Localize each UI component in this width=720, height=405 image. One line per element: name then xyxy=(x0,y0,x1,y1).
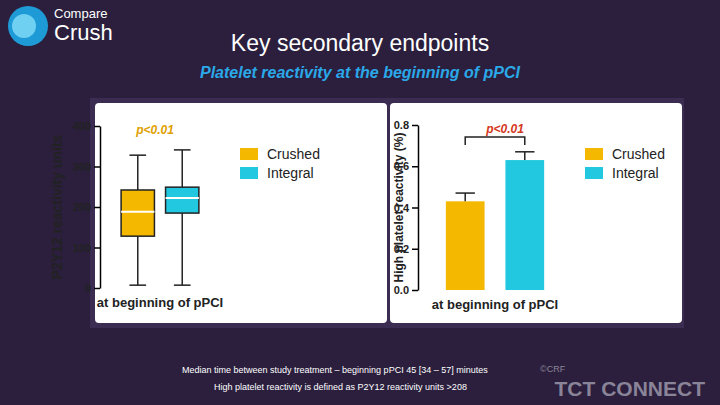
error-cap xyxy=(515,151,534,153)
legend-swatch xyxy=(240,148,258,160)
legend-label: Integral xyxy=(612,165,659,181)
whisker-cap xyxy=(129,284,146,286)
tick: at beginning of pPCI xyxy=(97,288,223,310)
footnote: High platelet reactivity is defined as P… xyxy=(214,382,467,392)
tick: 0.0 xyxy=(394,284,418,296)
y-axis: 0 100 200 300 400 xyxy=(73,120,101,294)
watermark: TCT CONNECT xyxy=(555,377,706,400)
tick-label: 0.8 xyxy=(394,119,409,131)
tick: 300 xyxy=(73,161,100,173)
marks xyxy=(121,150,199,285)
logo-icon xyxy=(8,6,48,46)
bar xyxy=(505,160,544,290)
annotation: p<0.01 xyxy=(485,122,524,136)
whisker xyxy=(181,150,183,285)
tick-mark xyxy=(94,126,100,128)
legend-label: Crushed xyxy=(267,146,320,162)
chart: 0.00.20.40.60.8at beginning of pPCIHigh … xyxy=(390,103,682,323)
tick-mark xyxy=(94,166,100,168)
tick-mark xyxy=(412,125,418,127)
error-bar xyxy=(524,152,526,160)
copyright: ©CRF xyxy=(540,364,566,374)
tick-mark xyxy=(412,166,418,168)
axis-line xyxy=(426,290,566,291)
error-bar xyxy=(464,193,466,201)
tick-label: 200 xyxy=(73,201,91,213)
bracket xyxy=(465,137,525,145)
median xyxy=(121,211,154,213)
marks xyxy=(446,152,544,290)
box xyxy=(166,187,199,213)
tick-label: at beginning of pPCI xyxy=(97,295,223,310)
tick-mark xyxy=(94,247,100,249)
error-cap xyxy=(456,192,475,194)
whisker-cap xyxy=(174,149,191,151)
slide: CompareCrush Key secondary endpoints Plate… xyxy=(0,0,720,405)
x-axis: at beginning of pPCI xyxy=(97,288,223,310)
logo-icon-inner xyxy=(12,14,36,38)
chart: 0 100 200 300 400 at beginning of pPCI P2Y12 r… xyxy=(49,103,387,323)
tick-label: 0.0 xyxy=(394,284,409,296)
median xyxy=(166,197,199,199)
whisker-cap xyxy=(129,154,146,156)
logo-text: Crush xyxy=(54,20,113,45)
tick-label: at beginning of pPCI xyxy=(432,297,558,312)
tick-label: 400 xyxy=(73,120,91,132)
footnote: Median time between study treatment – be… xyxy=(182,365,488,375)
legend-swatch xyxy=(585,148,603,160)
tick-mark xyxy=(412,249,418,251)
axis-title: P2Y12 reactivity units xyxy=(49,134,65,279)
tick-mark xyxy=(94,207,100,209)
chart-background xyxy=(390,103,682,323)
legend: Crushed Integral xyxy=(240,146,320,181)
tick: 0.8 xyxy=(394,119,418,131)
box xyxy=(121,190,154,236)
tick-label: 100 xyxy=(73,242,91,254)
tick-mark xyxy=(412,290,418,292)
x-axis: at beginning of pPCI xyxy=(426,290,566,312)
logo-text: Compare xyxy=(54,6,107,21)
tick: at beginning of pPCI xyxy=(432,290,558,312)
chart-background xyxy=(95,103,387,323)
tick-label: 0 xyxy=(85,282,91,294)
axis-title: High platelet reactivity (%) xyxy=(392,132,406,282)
legend: Crushed Integral xyxy=(585,146,665,181)
tick-mark xyxy=(412,207,418,209)
tick: 100 xyxy=(73,242,100,254)
legend-swatch xyxy=(585,167,603,179)
panel xyxy=(90,98,684,328)
tick-mark xyxy=(94,288,100,290)
subtitle: Platelet reactivity at the beginning of … xyxy=(200,64,521,81)
tick: 0 xyxy=(85,282,100,294)
tick: 400 xyxy=(73,120,100,132)
bar xyxy=(446,201,485,290)
annotation: p<0.01 xyxy=(135,123,174,137)
background xyxy=(0,0,720,405)
title: Key secondary endpoints xyxy=(231,30,489,56)
legend-swatch xyxy=(240,167,258,179)
legend-label: Crushed xyxy=(612,146,665,162)
tick-label: 300 xyxy=(73,161,91,173)
whisker-cap xyxy=(174,284,191,286)
axis-line xyxy=(111,288,211,289)
legend-label: Integral xyxy=(267,165,314,181)
tick: 200 xyxy=(73,201,100,213)
